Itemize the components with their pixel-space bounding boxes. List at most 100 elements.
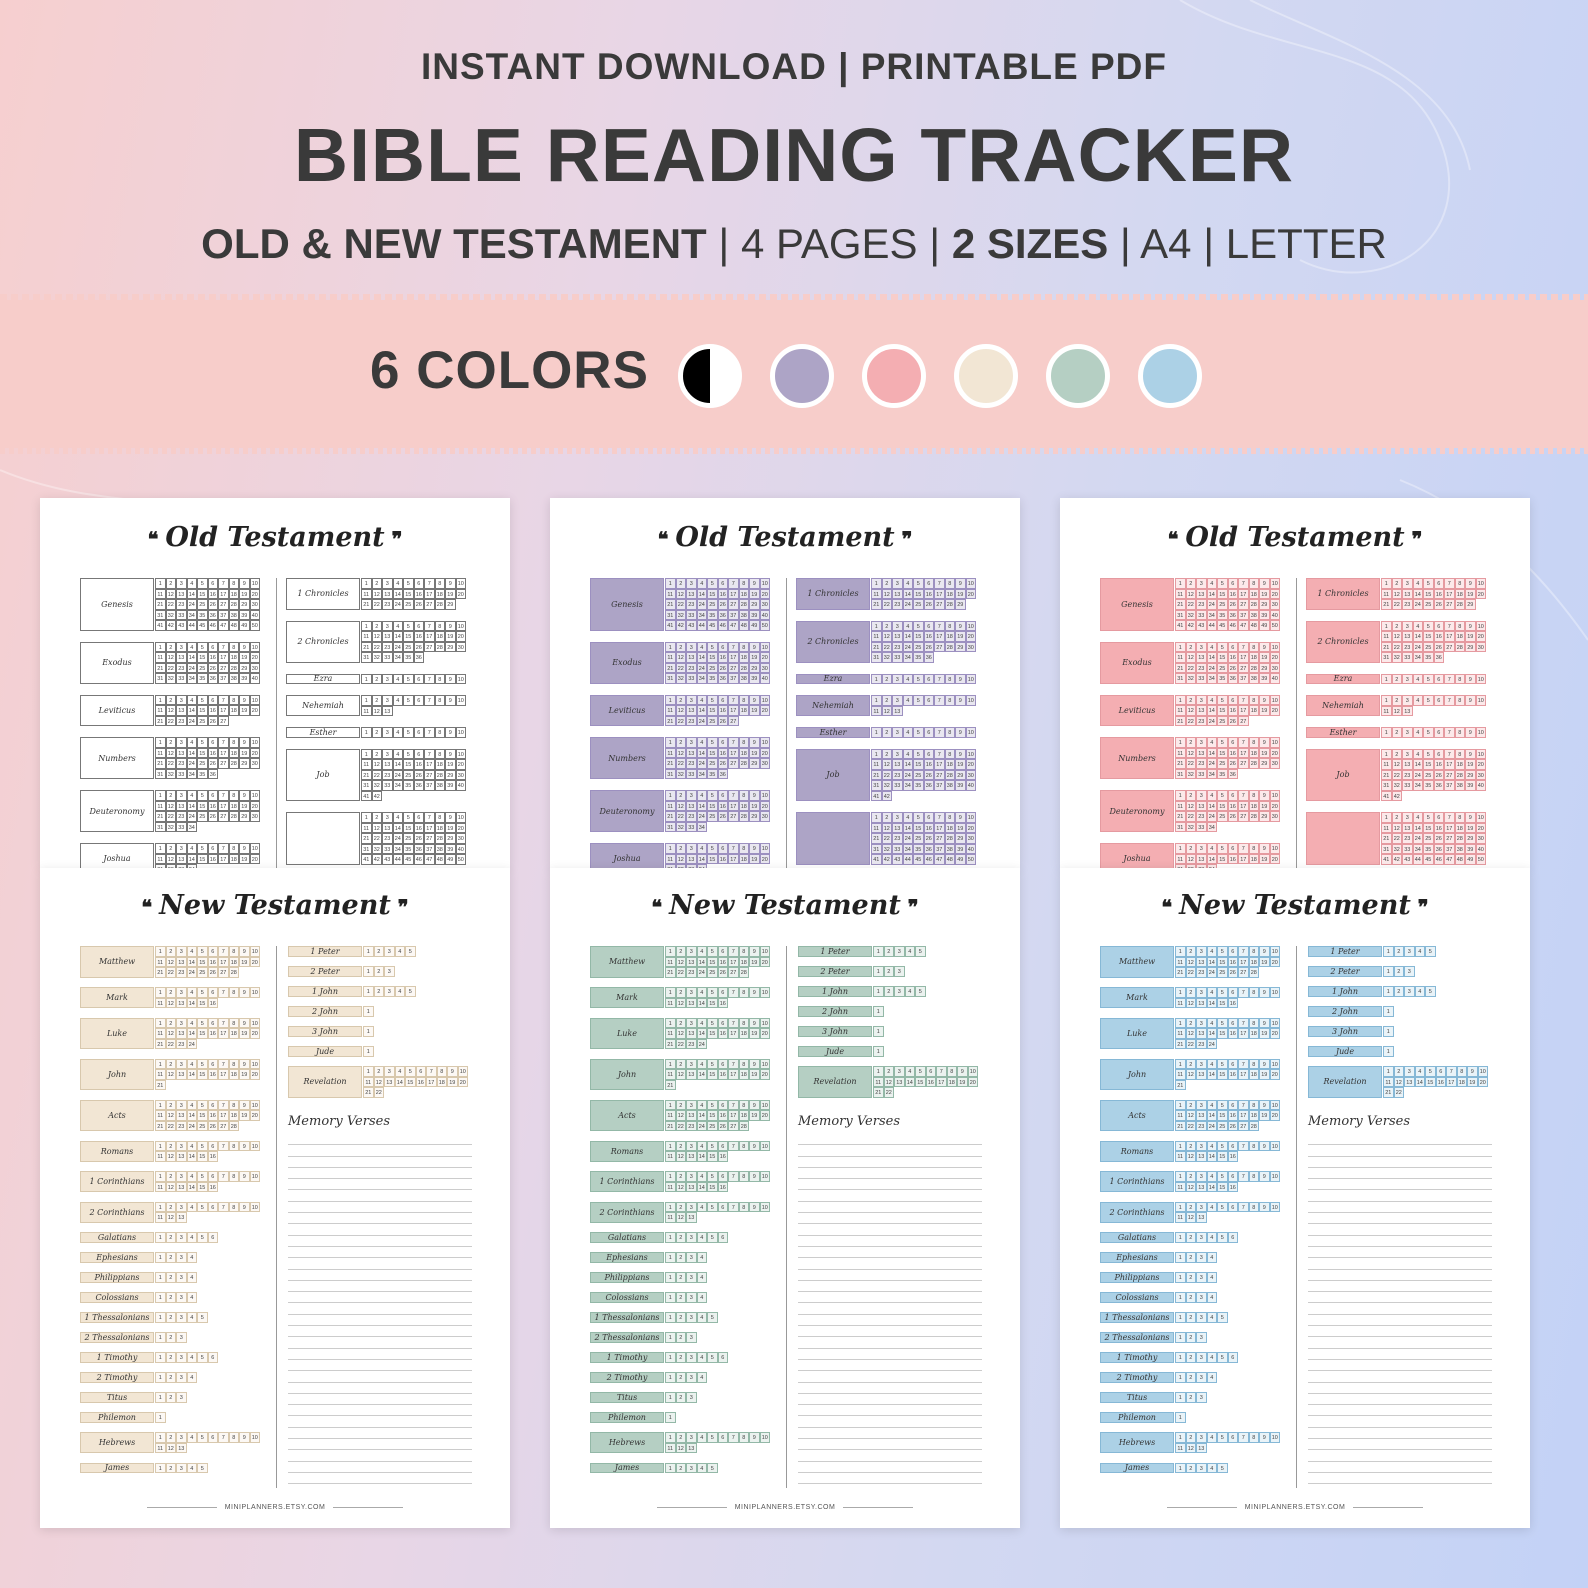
chapter-checkbox[interactable]: 25 [1217, 715, 1228, 726]
chapter-checkbox[interactable]: 11 [1175, 1442, 1186, 1453]
chapter-checkbox[interactable]: 14 [696, 956, 707, 967]
chapter-checkbox[interactable]: 5 [197, 843, 208, 854]
chapter-checkbox[interactable]: 4 [1206, 641, 1217, 652]
chapter-checkbox[interactable]: 15 [197, 956, 208, 967]
chapter-checkbox[interactable]: 17 [728, 652, 739, 663]
chapter-checkbox[interactable]: 7 [728, 1171, 739, 1182]
chapter-checkbox[interactable]: 37 [1238, 609, 1249, 620]
chapter-checkbox[interactable]: 4 [186, 641, 197, 652]
chapter-checkbox[interactable]: 13 [384, 1076, 395, 1087]
chapter-checkbox[interactable]: 3 [894, 1066, 905, 1077]
chapter-checkbox[interactable]: 4 [392, 578, 403, 589]
chapter-checkbox[interactable]: 50 [1475, 854, 1486, 865]
chapter-checkbox[interactable]: 26 [413, 641, 424, 652]
chapter-checkbox[interactable]: 2 [1185, 1332, 1196, 1343]
chapter-checkbox[interactable]: 19 [1465, 631, 1476, 642]
chapter-checkbox[interactable]: 10 [249, 1432, 260, 1443]
chapter-checkbox[interactable]: 1 [665, 1462, 676, 1473]
chapter-checkbox[interactable]: 20 [1269, 1110, 1280, 1121]
chapter-checkbox[interactable]: 22 [165, 1120, 176, 1131]
chapter-checkbox[interactable]: 22 [371, 769, 382, 780]
chapter-checkbox[interactable]: 5 [403, 748, 414, 759]
chapter-checkbox[interactable]: 25 [707, 967, 718, 978]
chapter-checkbox[interactable]: 44 [696, 620, 707, 631]
chapter-checkbox[interactable]: 10 [455, 578, 466, 589]
chapter-checkbox[interactable]: 13 [1196, 1181, 1207, 1192]
chapter-checkbox[interactable]: 9 [955, 620, 966, 631]
chapter-checkbox[interactable]: 4 [1206, 1462, 1217, 1473]
chapter-checkbox[interactable]: 4 [186, 1201, 197, 1212]
chapter-checkbox[interactable]: 33 [892, 843, 903, 854]
chapter-checkbox[interactable]: 23 [892, 833, 903, 844]
chapter-checkbox[interactable]: 3 [1196, 1252, 1207, 1263]
chapter-checkbox[interactable]: 14 [696, 588, 707, 599]
chapter-checkbox[interactable]: 20 [965, 588, 976, 599]
chapter-checkbox[interactable]: 5 [1217, 946, 1228, 957]
chapter-checkbox[interactable]: 4 [904, 1066, 915, 1077]
chapter-checkbox[interactable]: 1 [871, 620, 882, 631]
chapter-checkbox[interactable]: 1 [873, 986, 884, 997]
chapter-checkbox[interactable]: 10 [1475, 727, 1486, 738]
chapter-checkbox[interactable]: 8 [228, 1432, 239, 1443]
chapter-checkbox[interactable]: 5 [197, 641, 208, 652]
chapter-checkbox[interactable]: 8 [1248, 946, 1259, 957]
chapter-checkbox[interactable]: 38 [228, 609, 239, 620]
chapter-checkbox[interactable]: 37 [728, 609, 739, 620]
chapter-checkbox[interactable]: 2 [165, 843, 176, 854]
chapter-checkbox[interactable]: 15 [707, 1151, 718, 1162]
chapter-checkbox[interactable]: 11 [155, 853, 166, 864]
chapter-checkbox[interactable]: 27 [218, 811, 229, 822]
chapter-checkbox[interactable]: 1 [1175, 1252, 1186, 1263]
chapter-checkbox[interactable]: 4 [1412, 812, 1423, 823]
chapter-checkbox[interactable]: 7 [218, 1017, 229, 1028]
chapter-checkbox[interactable]: 10 [1269, 790, 1280, 801]
chapter-checkbox[interactable]: 13 [686, 1069, 697, 1080]
chapter-checkbox[interactable]: 4 [696, 1201, 707, 1212]
chapter-checkbox[interactable]: 14 [1206, 1151, 1217, 1162]
chapter-checkbox[interactable]: 30 [1269, 758, 1280, 769]
chapter-checkbox[interactable]: 5 [1217, 1099, 1228, 1110]
chapter-checkbox[interactable]: 39 [1259, 609, 1270, 620]
chapter-checkbox[interactable]: 6 [1227, 1352, 1238, 1363]
chapter-checkbox[interactable]: 36 [1433, 843, 1444, 854]
chapter-checkbox[interactable]: 2 [675, 1462, 686, 1473]
chapter-checkbox[interactable]: 4 [1206, 737, 1217, 748]
chapter-checkbox[interactable]: 22 [1391, 833, 1402, 844]
chapter-checkbox[interactable]: 3 [176, 1017, 187, 1028]
chapter-checkbox[interactable]: 7 [728, 790, 739, 801]
chapter-checkbox[interactable]: 4 [186, 1058, 197, 1069]
chapter-checkbox[interactable]: 28 [1454, 769, 1465, 780]
chapter-checkbox[interactable]: 21 [1175, 811, 1186, 822]
chapter-checkbox[interactable]: 1 [155, 1017, 166, 1028]
chapter-checkbox[interactable]: 4 [186, 1099, 197, 1110]
chapter-checkbox[interactable]: 8 [228, 790, 239, 801]
chapter-checkbox[interactable]: 9 [955, 812, 966, 823]
chapter-checkbox[interactable]: 22 [675, 864, 686, 868]
chapter-checkbox[interactable]: 3 [892, 727, 903, 738]
chapter-checkbox[interactable]: 31 [155, 768, 166, 779]
chapter-checkbox[interactable]: 16 [1227, 705, 1238, 716]
chapter-checkbox[interactable]: 14 [1206, 652, 1217, 663]
chapter-checkbox[interactable]: 2 [165, 1232, 176, 1243]
chapter-checkbox[interactable]: 14 [696, 997, 707, 1008]
chapter-checkbox[interactable]: 11 [1175, 1181, 1186, 1192]
chapter-checkbox[interactable]: 9 [1259, 737, 1270, 748]
chapter-checkbox[interactable]: 10 [249, 737, 260, 748]
chapter-checkbox[interactable]: 5 [403, 673, 414, 684]
chapter-checkbox[interactable]: 37 [218, 673, 229, 684]
chapter-checkbox[interactable]: 38 [738, 673, 749, 684]
chapter-checkbox[interactable]: 6 [923, 620, 934, 631]
chapter-checkbox[interactable]: 26 [207, 811, 218, 822]
chapter-checkbox[interactable]: 16 [1435, 1076, 1446, 1087]
chapter-checkbox[interactable]: 28 [944, 599, 955, 610]
chapter-checkbox[interactable]: 6 [207, 1140, 218, 1151]
chapter-checkbox[interactable]: 5 [913, 727, 924, 738]
chapter-checkbox[interactable]: 43 [1196, 620, 1207, 631]
chapter-checkbox[interactable]: 6 [717, 1058, 728, 1069]
chapter-checkbox[interactable]: 41 [871, 854, 882, 865]
chapter-checkbox[interactable]: 4 [696, 641, 707, 652]
chapter-checkbox[interactable]: 17 [934, 822, 945, 833]
chapter-checkbox[interactable]: 1 [873, 1026, 884, 1037]
chapter-checkbox[interactable]: 23 [892, 599, 903, 610]
chapter-checkbox[interactable]: 1 [1383, 1026, 1394, 1037]
